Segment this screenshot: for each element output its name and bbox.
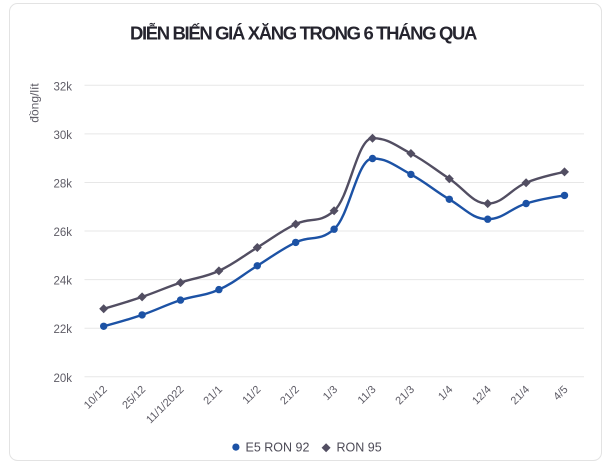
svg-text:22k: 22k bbox=[53, 324, 72, 336]
svg-text:DIỄN BIẾN GIÁ XĂNG TRONG 6 THÁ: DIỄN BIẾN GIÁ XĂNG TRONG 6 THÁNG QUA bbox=[130, 23, 477, 44]
svg-text:20k: 20k bbox=[53, 373, 72, 385]
svg-text:đồng/lít: đồng/lít bbox=[28, 83, 42, 123]
svg-text:30k: 30k bbox=[53, 130, 72, 142]
svg-text:28k: 28k bbox=[53, 179, 72, 191]
svg-text:RON 95: RON 95 bbox=[337, 440, 382, 454]
svg-text:E5 RON 92: E5 RON 92 bbox=[246, 440, 310, 454]
svg-text:32k: 32k bbox=[53, 81, 72, 93]
svg-text:24k: 24k bbox=[53, 276, 72, 288]
svg-text:26k: 26k bbox=[53, 227, 72, 239]
